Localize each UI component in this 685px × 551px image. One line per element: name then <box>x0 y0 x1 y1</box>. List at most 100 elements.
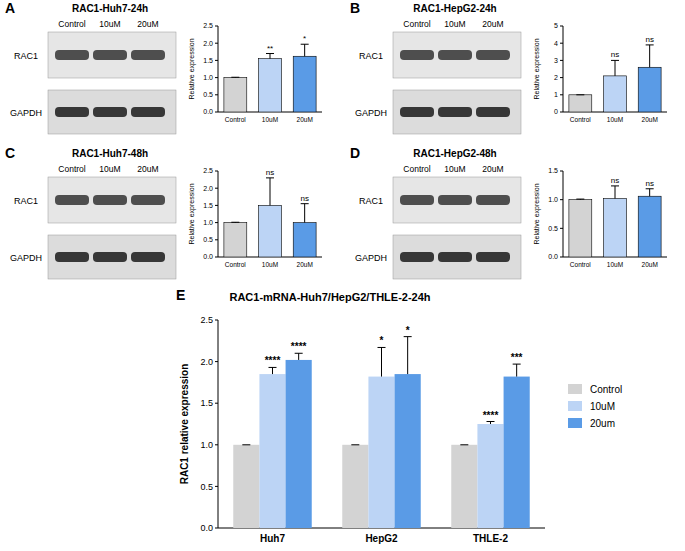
band-label: RAC1 <box>359 51 383 61</box>
error-bar-stem <box>649 189 650 196</box>
y-tick <box>560 60 563 61</box>
y-tick <box>215 60 218 61</box>
blot-band <box>55 252 89 262</box>
bar <box>259 59 282 112</box>
x-tick-label: 20uM <box>297 261 313 268</box>
lane-label: 20uM <box>482 164 503 174</box>
x-tick-label: 10uM <box>262 116 278 123</box>
y-tick <box>560 257 563 258</box>
error-bar <box>404 337 412 374</box>
plot-area <box>224 44 316 112</box>
lane-label: 10uM <box>99 164 120 174</box>
error-bar <box>611 60 619 75</box>
error-bar-cap <box>301 203 309 204</box>
y-tick <box>215 444 218 445</box>
y-tick <box>215 222 218 223</box>
plot-area <box>233 337 529 528</box>
error-bar <box>378 347 386 376</box>
y-tick-label: 2.0 <box>203 40 213 47</box>
bar <box>477 424 503 528</box>
bar <box>604 199 627 257</box>
error-bar-stem <box>304 44 305 56</box>
x-tick-label: Control <box>225 261 247 268</box>
blot-band <box>93 252 127 262</box>
error-bar <box>266 54 274 59</box>
bar <box>259 374 285 528</box>
blot-membrane <box>393 90 521 134</box>
plot-area <box>569 186 661 257</box>
blot-band <box>438 195 472 205</box>
blot-band <box>400 195 434 205</box>
panel-title: RAC1-Huh7-48h <box>72 148 148 159</box>
blot-band <box>55 195 89 205</box>
blot-band <box>476 195 510 205</box>
y-tick <box>215 528 218 529</box>
y-tick <box>560 112 563 113</box>
bar <box>569 200 592 257</box>
legend-label: 10uM <box>590 401 615 412</box>
y-tick-label: 2.0 <box>200 357 213 367</box>
chart-title: RAC1-mRNA-Huh7/HepG2/THLE-2-24h <box>229 291 430 303</box>
x-tick-label: 10uM <box>262 261 278 268</box>
y-tick <box>560 43 563 44</box>
error-bar-cap <box>295 353 303 354</box>
panel: DRAC1-HepG2-48hControl10uM20uMRAC1GAPDH0… <box>350 145 667 279</box>
significance-label: ns <box>266 168 274 177</box>
blot-band <box>131 195 165 205</box>
panel-label: A <box>5 0 15 16</box>
y-tick <box>215 205 218 206</box>
significance-label: **** <box>291 341 307 352</box>
error-bar-cap <box>611 60 619 61</box>
y-tick <box>215 239 218 240</box>
y-axis-label: Relative expression <box>533 183 541 244</box>
error-bar-stem <box>272 367 273 374</box>
lane-label: Control <box>58 19 86 29</box>
y-axis-line <box>218 26 219 112</box>
lane-label: Control <box>403 19 431 29</box>
x-tick-label: 20uM <box>642 116 658 123</box>
panel-title: RAC1-HepG2-48h <box>413 148 496 159</box>
panel-label: D <box>350 145 360 161</box>
error-bar-cap <box>269 367 277 368</box>
y-tick-label: 5 <box>554 22 558 29</box>
blot-membrane <box>393 32 521 78</box>
y-tick-label: 1.0 <box>200 440 213 450</box>
error-bar <box>487 422 495 424</box>
lane-label: 10uM <box>99 19 120 29</box>
legend-swatch <box>568 401 582 411</box>
error-bar-stem <box>407 337 408 374</box>
bar <box>342 445 368 528</box>
bar <box>224 223 247 257</box>
panel-label: C <box>5 145 15 161</box>
lane-label: 10uM <box>444 164 465 174</box>
bar <box>638 196 661 257</box>
blot-band <box>93 195 127 205</box>
error-bar <box>301 44 309 56</box>
y-axis-line <box>218 320 219 528</box>
y-tick-label: 0.0 <box>203 253 213 260</box>
band-label: GAPDH <box>355 253 387 263</box>
y-tick-label: 1.5 <box>548 167 558 174</box>
blot-band <box>55 107 89 117</box>
y-tick-label: 2.0 <box>203 185 213 192</box>
bar <box>259 205 282 257</box>
bar <box>504 377 530 528</box>
lane-label: 20uM <box>137 19 158 29</box>
error-bar-cap <box>646 188 654 189</box>
x-tick-label: Control <box>570 261 592 268</box>
y-tick <box>215 361 218 362</box>
error-bar-stem <box>649 45 650 67</box>
blot-band <box>131 107 165 117</box>
y-tick-label: 2.5 <box>203 167 213 174</box>
blot-band <box>93 50 127 60</box>
blot-band <box>55 50 89 60</box>
error-bar-cap <box>513 364 521 365</box>
band-label: RAC1 <box>14 196 38 206</box>
blot-band <box>476 252 510 262</box>
error-bar <box>242 444 250 445</box>
y-tick <box>215 486 218 487</box>
error-bar <box>351 444 359 445</box>
error-bar-cap <box>576 199 584 200</box>
y-tick-label: 1 <box>554 91 558 98</box>
significance-label: * <box>380 335 384 346</box>
